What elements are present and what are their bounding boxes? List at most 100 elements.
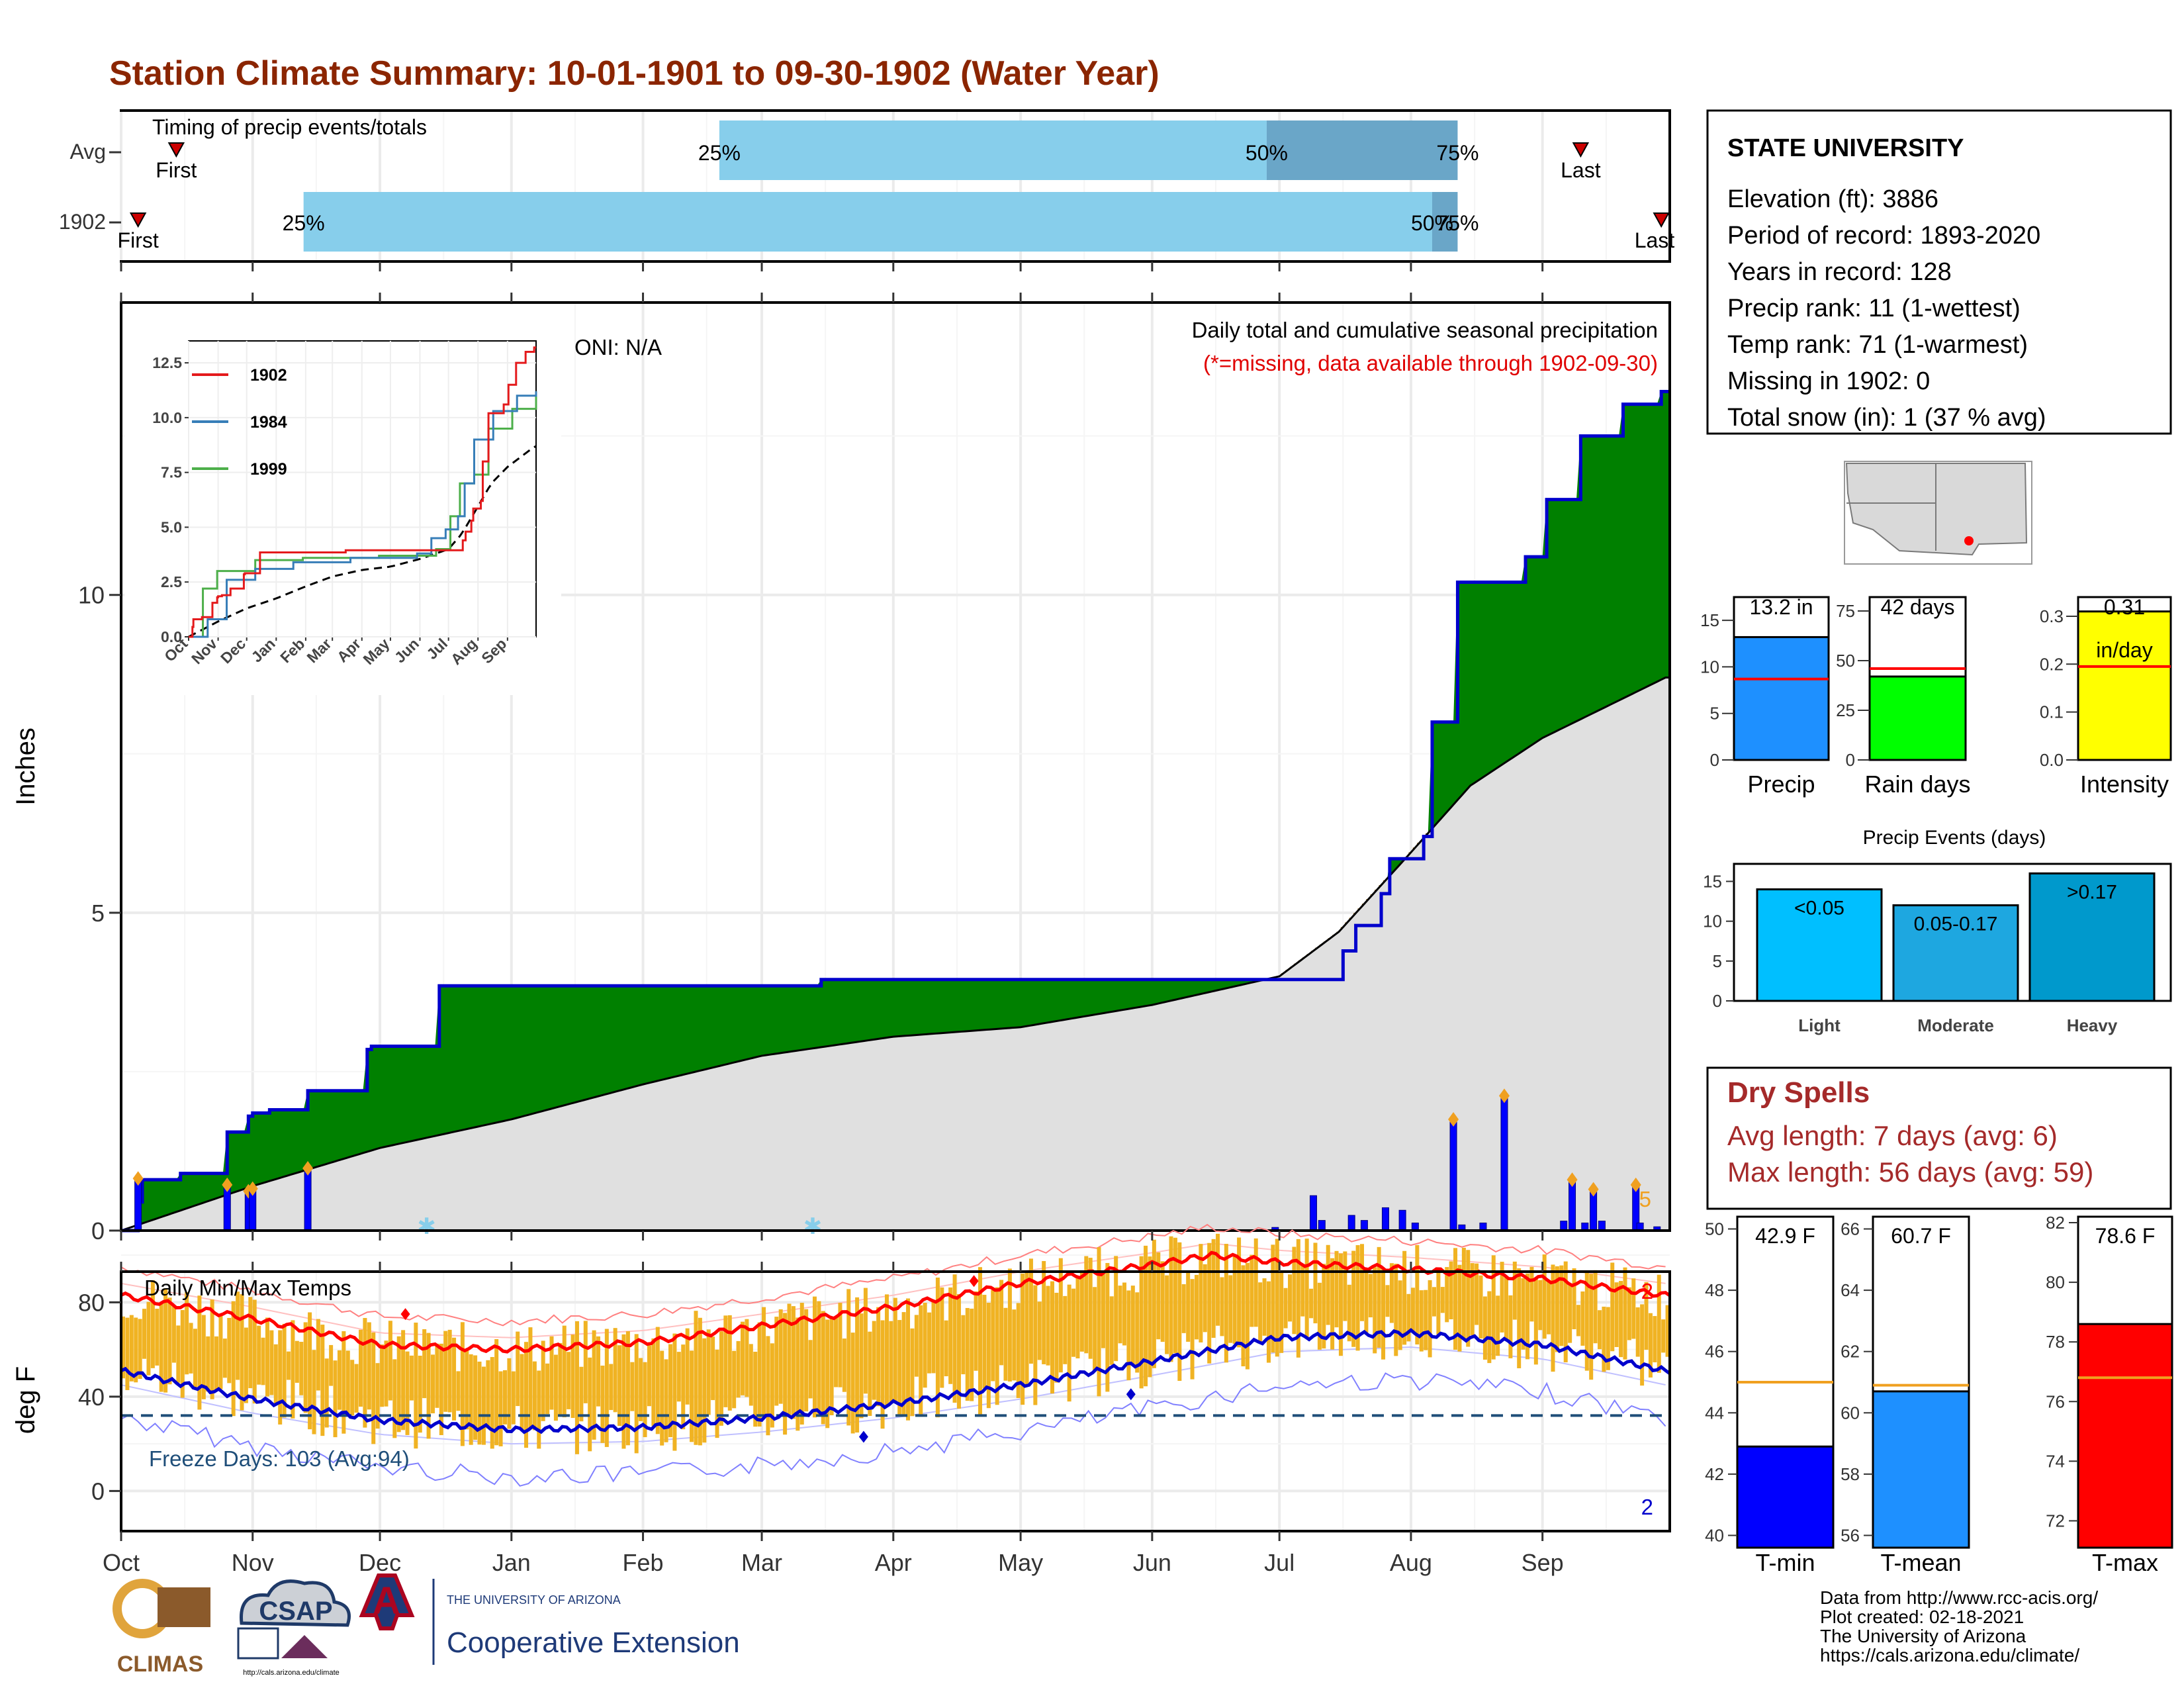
last-event-marker bbox=[1572, 142, 1590, 158]
daily-temp-bar bbox=[422, 1329, 427, 1399]
daily-temp-bar bbox=[639, 1358, 643, 1421]
daily-temp-bar bbox=[511, 1371, 516, 1425]
daily-temp-bar bbox=[732, 1350, 737, 1409]
daily-temp-bar bbox=[948, 1287, 953, 1384]
daily-temp-bar bbox=[456, 1371, 461, 1411]
daily-temp-bar bbox=[134, 1317, 138, 1383]
daily-temp-bar bbox=[919, 1305, 923, 1417]
temp-bar-value: 60.7 F bbox=[1891, 1224, 1951, 1248]
daily-temp-bar bbox=[1424, 1289, 1428, 1350]
daily-temp-bar bbox=[1623, 1267, 1627, 1360]
daily-temp-bar bbox=[1419, 1290, 1424, 1352]
daily-temp-bar bbox=[1253, 1238, 1258, 1327]
month-label: Oct bbox=[103, 1549, 140, 1576]
daily-temp-bar bbox=[1547, 1280, 1551, 1335]
station-line: Period of record: 1893-2020 bbox=[1727, 222, 2040, 250]
daily-temp-bar bbox=[927, 1312, 932, 1374]
daily-temp-bar bbox=[460, 1322, 465, 1446]
daily-temp-bar bbox=[1457, 1264, 1462, 1352]
daily-temp-bar bbox=[481, 1366, 486, 1445]
daily-temp-bar bbox=[681, 1344, 686, 1430]
daily-temp-bar bbox=[995, 1287, 999, 1405]
climas-logo: CLIMAS bbox=[111, 1579, 210, 1677]
daily-temp-bar bbox=[558, 1342, 563, 1416]
daily-temp-bar bbox=[796, 1317, 800, 1431]
precip-event-category: Moderate bbox=[1917, 1015, 1994, 1035]
daily-temp-bar bbox=[702, 1338, 707, 1443]
daily-temp-bar bbox=[1619, 1281, 1623, 1358]
daily-temp-bar bbox=[1258, 1282, 1263, 1344]
daily-temp-bar bbox=[787, 1303, 792, 1415]
daily-temp-bar bbox=[1559, 1265, 1564, 1346]
daily-temp-bar bbox=[799, 1303, 804, 1425]
daily-temp-bar bbox=[850, 1333, 855, 1434]
temp-bar-label: T-min bbox=[1756, 1549, 1815, 1576]
daily-temp-bar bbox=[643, 1362, 647, 1438]
daily-temp-bar bbox=[1470, 1263, 1475, 1335]
daily-temp-bar bbox=[978, 1267, 983, 1417]
daily-temp-bar bbox=[1028, 1258, 1033, 1364]
summary-bar bbox=[1868, 675, 1967, 761]
daily-temp-bar bbox=[952, 1274, 957, 1403]
daily-temp-bar bbox=[502, 1370, 507, 1425]
climas-logo-text: CLIMAS bbox=[117, 1652, 203, 1677]
daily-temp-bar bbox=[278, 1330, 283, 1425]
temp-bar-value: 78.6 F bbox=[2095, 1224, 2156, 1248]
large-event-marker bbox=[302, 1160, 314, 1176]
daily-temp-bar bbox=[1563, 1261, 1568, 1363]
daily-temp-bar bbox=[1101, 1274, 1105, 1348]
daily-temp-bar bbox=[1538, 1280, 1543, 1331]
daily-temp-bar bbox=[257, 1325, 261, 1385]
daily-temp-bar bbox=[1139, 1256, 1144, 1389]
daily-temp-bar bbox=[1479, 1275, 1483, 1338]
daily-temp-bar bbox=[1016, 1303, 1021, 1398]
daily-temp-bar bbox=[1288, 1274, 1293, 1322]
timing-pct-label: 75% bbox=[1436, 141, 1479, 165]
first-event-label: First bbox=[118, 228, 159, 252]
daily-temp-bar bbox=[287, 1351, 291, 1380]
daily-temp-bar bbox=[872, 1321, 876, 1400]
observed-cumulative-line bbox=[121, 389, 1670, 1233]
daily-precip-bar bbox=[1360, 1220, 1368, 1231]
station-locator-map bbox=[1844, 461, 2032, 565]
summary-bar bbox=[2077, 610, 2172, 761]
daily-precip-bar bbox=[134, 1178, 142, 1231]
inset-average-line bbox=[188, 445, 537, 638]
daily-temp-bar bbox=[1084, 1256, 1089, 1354]
temp-summary-bar bbox=[2077, 1323, 2173, 1549]
daily-temp-bar bbox=[218, 1315, 223, 1389]
y-tick-label: 75 bbox=[1836, 601, 1855, 621]
daily-temp-bar bbox=[1211, 1239, 1216, 1338]
daily-temp-bar bbox=[935, 1277, 940, 1418]
last-event-marker bbox=[1653, 212, 1670, 228]
daily-temp-bar bbox=[308, 1312, 312, 1430]
temp-bar-label: T-max bbox=[2092, 1549, 2158, 1576]
y-tick-label: 66 bbox=[1841, 1219, 1860, 1239]
daily-temp-bar bbox=[634, 1334, 639, 1454]
daily-temp-bar bbox=[494, 1339, 499, 1446]
temp-summary-bar bbox=[1872, 1390, 1970, 1549]
y-tick-label: 64 bbox=[1841, 1280, 1860, 1300]
daily-precip-bar bbox=[1318, 1220, 1326, 1231]
summary-bar-value: 42 days bbox=[1880, 595, 1954, 619]
daily-temp-bar bbox=[753, 1352, 758, 1427]
csap-logo: CSAP http://cals.arizona.edu/climate bbox=[237, 1579, 351, 1677]
timing-pct-label: 75% bbox=[1436, 211, 1479, 235]
daily-temp-bar bbox=[842, 1338, 846, 1392]
month-label: Dec bbox=[359, 1549, 401, 1576]
large-event-marker bbox=[132, 1171, 144, 1186]
daily-temp-bar bbox=[1389, 1263, 1394, 1323]
daily-temp-bar bbox=[388, 1321, 392, 1401]
large-event-marker bbox=[1448, 1111, 1459, 1127]
daily-temp-bar bbox=[1046, 1286, 1050, 1366]
record-max-line bbox=[120, 1223, 1666, 1327]
daily-temp-bar bbox=[1067, 1284, 1071, 1402]
daily-temp-bar bbox=[1338, 1253, 1343, 1356]
timing-pct-label: 25% bbox=[283, 211, 325, 235]
daily-temp-bar bbox=[452, 1337, 457, 1421]
average-tmin-line bbox=[120, 1328, 1671, 1434]
inset-legend-label: 1999 bbox=[250, 460, 287, 479]
summary-bar-value-unit: in/day bbox=[2096, 638, 2152, 662]
daily-temp-bar bbox=[1194, 1274, 1199, 1340]
